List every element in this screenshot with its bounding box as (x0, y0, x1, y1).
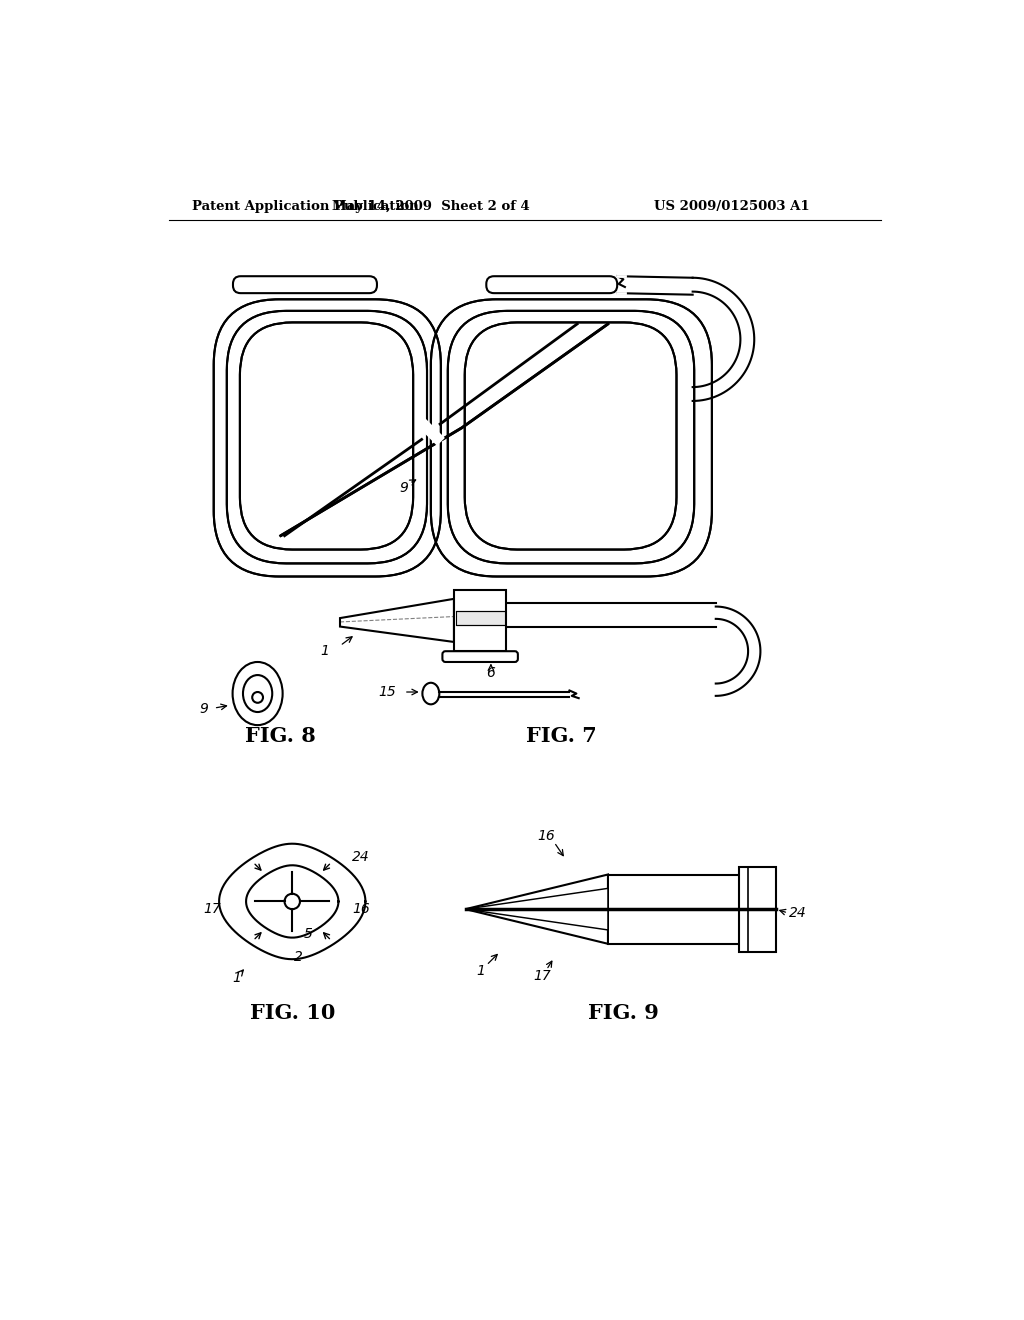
Text: 9: 9 (399, 480, 409, 495)
Ellipse shape (422, 682, 439, 705)
Text: 24: 24 (352, 850, 370, 863)
FancyBboxPatch shape (214, 300, 441, 577)
Ellipse shape (243, 675, 272, 711)
Text: FIG. 7: FIG. 7 (526, 726, 597, 746)
Polygon shape (466, 874, 608, 944)
Text: 5: 5 (303, 927, 312, 941)
Text: 16: 16 (352, 902, 370, 916)
Polygon shape (219, 843, 366, 960)
Text: 2: 2 (294, 950, 303, 964)
Text: 24: 24 (788, 906, 807, 920)
Polygon shape (246, 866, 339, 937)
Text: 17: 17 (203, 902, 220, 916)
FancyBboxPatch shape (442, 651, 518, 663)
Text: 16: 16 (538, 829, 555, 843)
Text: 9: 9 (200, 702, 208, 715)
Text: Patent Application Publication: Patent Application Publication (193, 199, 419, 213)
Text: US 2009/0125003 A1: US 2009/0125003 A1 (654, 199, 810, 213)
FancyBboxPatch shape (486, 276, 617, 293)
Bar (739, 867, 776, 952)
Polygon shape (340, 599, 454, 642)
Ellipse shape (232, 663, 283, 725)
Circle shape (252, 692, 263, 702)
Text: 1: 1 (321, 644, 330, 659)
Text: 1: 1 (476, 964, 485, 978)
FancyBboxPatch shape (233, 276, 377, 293)
Text: May 14, 2009  Sheet 2 of 4: May 14, 2009 Sheet 2 of 4 (332, 199, 529, 213)
Text: FIG. 8: FIG. 8 (246, 726, 316, 746)
Polygon shape (466, 888, 608, 929)
Text: 6: 6 (486, 665, 496, 680)
Bar (456, 611, 505, 626)
Bar (454, 590, 506, 651)
Text: 17: 17 (534, 969, 551, 983)
Text: 1: 1 (232, 972, 242, 986)
Text: 15: 15 (379, 685, 396, 700)
FancyBboxPatch shape (431, 300, 712, 577)
Text: FIG. 10: FIG. 10 (250, 1003, 335, 1023)
Bar (608, 874, 739, 944)
Text: FIG. 9: FIG. 9 (588, 1003, 658, 1023)
Circle shape (285, 894, 300, 909)
